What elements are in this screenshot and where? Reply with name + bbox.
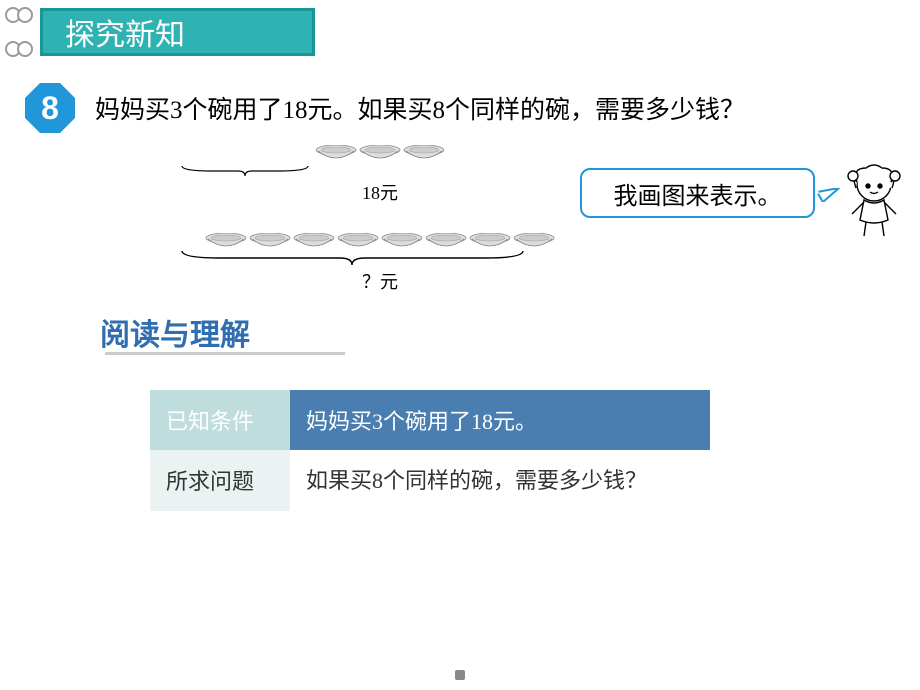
analysis-table: 已知条件 妈妈买3个碗用了18元。 所求问题 如果买8个同样的碗，需要多少钱？ [150, 390, 710, 511]
row2-label: ？元 [180, 268, 580, 294]
bowl-diagram: 18元 ？元 [180, 145, 580, 294]
bowl-icon [293, 233, 335, 249]
bowl-icon [337, 233, 379, 249]
table-row: 所求问题 如果买8个同样的碗，需要多少钱？ [150, 450, 710, 511]
section-title: 阅读与理解 [100, 310, 250, 354]
brace-icon [180, 251, 525, 265]
bowl-icon [513, 233, 555, 249]
problem-number: 8 [41, 90, 59, 127]
question-label: 所求问题 [150, 450, 290, 511]
problem-number-badge: 8 [25, 83, 75, 133]
brace-icon [180, 166, 310, 176]
speech-bubble: 我画图来表示。 [580, 168, 815, 218]
bowl-icon [381, 233, 423, 249]
row1-label: 18元 [180, 179, 580, 205]
bowl-icon [403, 145, 445, 161]
table-row: 已知条件 妈妈买3个碗用了18元。 [150, 390, 710, 450]
speech-text: 我画图来表示。 [614, 176, 782, 211]
bowl-row-8 [180, 233, 580, 249]
bowl-icon [469, 233, 511, 249]
known-condition-value: 妈妈买3个碗用了18元。 [290, 390, 710, 450]
bowl-icon [359, 145, 401, 161]
bowl-icon [315, 145, 357, 161]
header-title: 探究新知 [65, 10, 185, 54]
bowl-icon [249, 233, 291, 249]
bowl-icon [205, 233, 247, 249]
bowl-icon [425, 233, 467, 249]
bowl-row-3 [180, 145, 580, 161]
page-indicator-icon [455, 670, 465, 680]
section-underline [105, 352, 345, 355]
girl-character-icon [838, 158, 910, 238]
known-condition-label: 已知条件 [150, 390, 290, 450]
header-tab: 探究新知 [40, 8, 315, 56]
question-value: 如果买8个同样的碗，需要多少钱？ [290, 450, 710, 511]
problem-statement: 妈妈买3个碗用了18元。如果买8个同样的碗，需要多少钱？ [95, 90, 745, 126]
